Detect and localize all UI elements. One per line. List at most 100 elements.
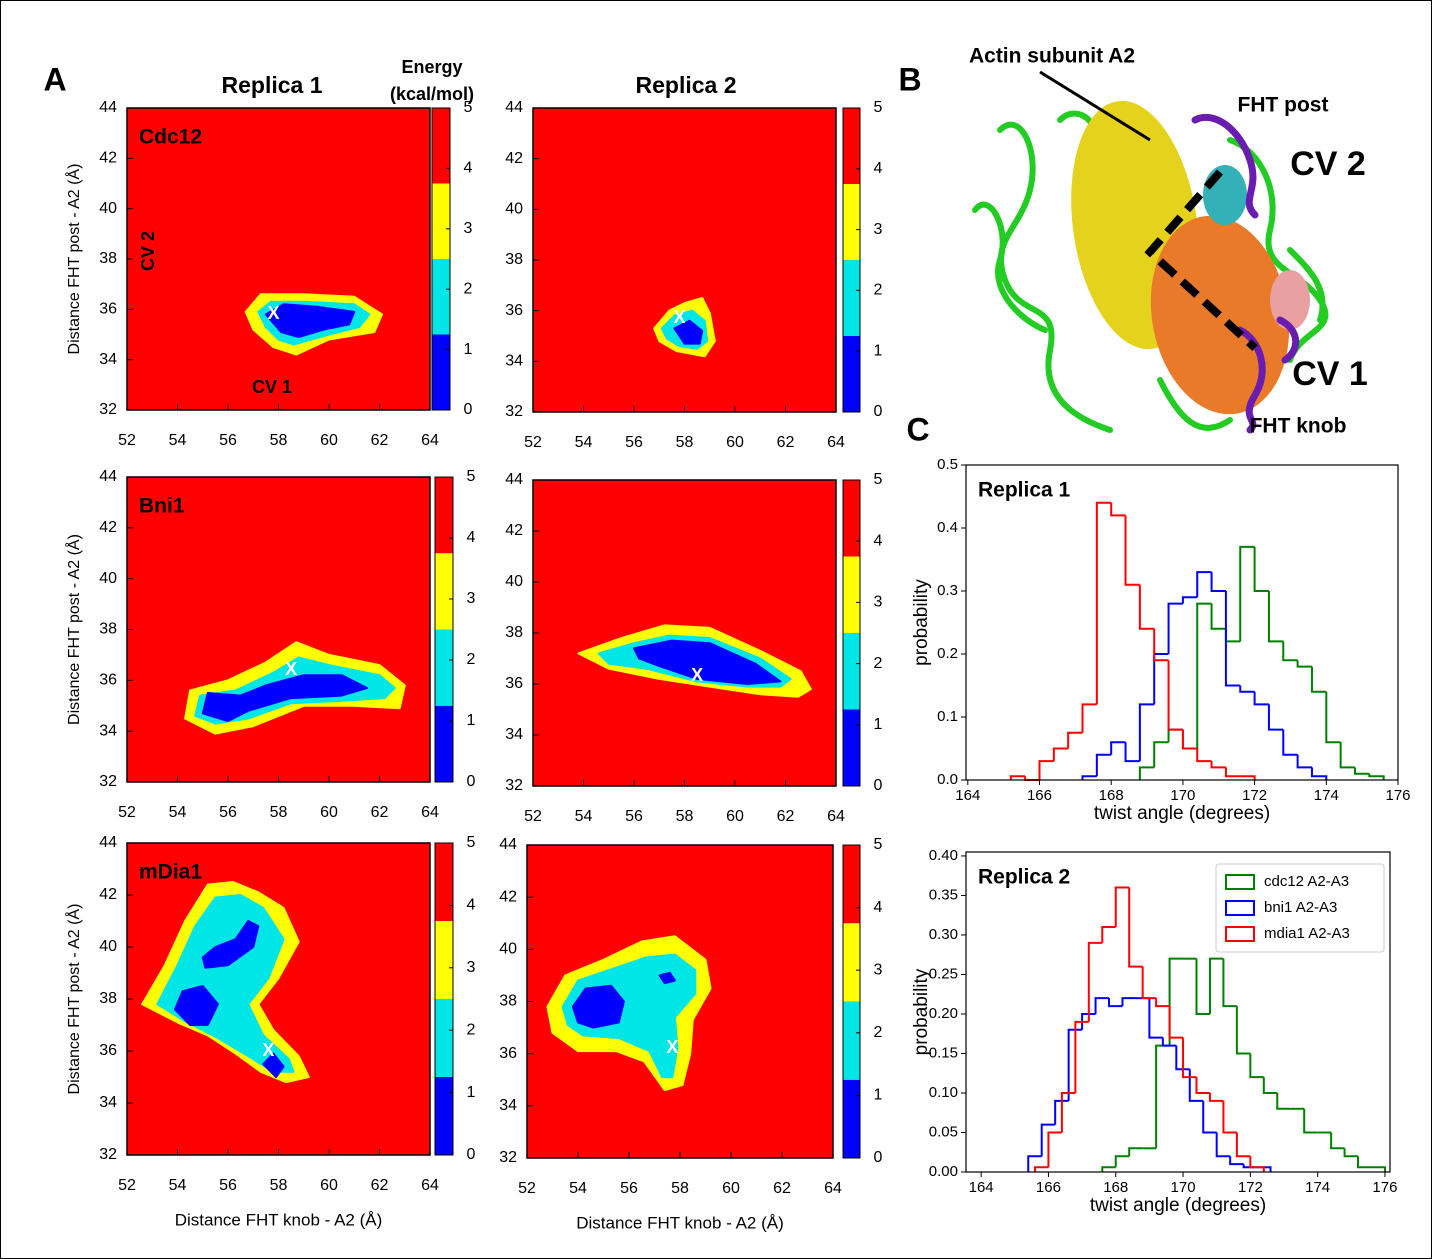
y-tick-label: 36 [99,301,117,318]
histogram-step [1239,545,1255,642]
y-tick-label: 42 [505,522,523,539]
y-axis-label: probability [911,968,932,1055]
histogram-step [1215,1132,1231,1158]
colorbar-tick-label: 2 [467,1021,476,1038]
histogram-step [1095,501,1112,705]
colorbar-tick-label: 3 [467,959,476,976]
x-axis-label: Distance FHT knob - A2 (Å) [576,1213,784,1232]
y-tick-label: 44 [505,99,523,116]
histogram-step [1033,1166,1049,1172]
histogram-step [1282,729,1298,756]
colorbar-band [435,999,453,1077]
histogram-step [1067,1028,1083,1101]
x-tick-label: 62 [371,432,389,449]
x-tick-label: 56 [625,808,643,825]
y-tick-label: 44 [505,471,523,488]
histogram-step [1040,1123,1056,1157]
histogram-step [1196,602,1212,749]
histogram-step [1196,748,1212,763]
y-tick-label: 32 [99,773,117,790]
energy-region [633,639,782,685]
colorbar-band [843,556,860,633]
histogram-step [1330,1132,1345,1150]
y-tick-label: 40 [505,201,523,218]
colorbar-tick-label: 5 [467,468,476,485]
histogram-step [1188,1069,1204,1102]
histogram-step [1208,957,1224,1014]
x-tick-label: 56 [219,432,237,449]
histogram-step [1124,742,1140,763]
histogram-step [1181,596,1198,604]
histogram-step [1357,1156,1372,1169]
colorbar-tick-label: 3 [874,961,883,978]
x-tick-label: 58 [676,808,694,825]
histogram-step [1121,997,1136,1007]
colorbar-frame [842,107,861,413]
histogram-step [1114,1155,1130,1168]
energy-minimum: X [262,1040,274,1060]
colorbar-band [843,1079,860,1158]
y-tick-label: 36 [505,302,523,319]
histogram-step [1094,997,1110,1014]
x-tick-label: 62 [777,434,795,451]
histogram-step [1110,741,1126,755]
colorbar-tick-label: 5 [874,99,883,116]
colorbar-band [432,334,450,410]
y-tick-label: 36 [499,1045,517,1062]
x-tick-label: 60 [726,434,744,451]
histogram-step [1249,1156,1265,1172]
colorbar-tick-label: 0 [874,777,883,794]
legend-swatch [1225,900,1255,916]
colorbar-band [843,336,860,412]
histogram-step [1087,941,1103,1022]
histogram-step [1047,1131,1062,1168]
y-tick-label: 34 [99,1094,117,1111]
histogram-step [1222,958,1237,1008]
histogram-step [1310,767,1328,780]
structure-label: FHT post [1238,94,1329,117]
legend-label: bni1 A2-A3 [1264,899,1337,916]
plot-title: mDia1 [139,861,202,884]
y-tick-label: 44 [499,836,517,853]
y-tick-label: 0.40 [929,847,958,864]
colorbar-tick-label: 2 [874,655,883,672]
colorbar-frame [434,476,454,783]
colorbar-frame [434,842,454,1156]
y-tick-label: 0.3 [937,582,958,599]
histogram-step [1054,1099,1069,1125]
y-tick-label: 34 [99,722,117,739]
histogram-step [1239,685,1255,693]
plot-title: Cdc12 [139,126,202,149]
y-tick-label: 0.00 [929,1163,958,1180]
histogram-step [1038,760,1054,780]
histogram-step [1138,703,1155,762]
y-tick-label: 40 [99,938,117,955]
histogram-step [1353,767,1370,775]
x-tick-label: 52 [524,434,542,451]
y-tick-label: 32 [99,401,117,418]
y-tick-label: 40 [505,573,523,590]
y-tick-label: 34 [505,726,523,743]
colorbar-band [432,183,450,259]
histogram-step [1081,775,1097,780]
x-tick-label: 64 [421,432,439,449]
x-tick-label: 64 [824,1180,842,1197]
y-tick-label: 42 [99,150,117,167]
x-tick-label: 64 [827,808,845,825]
colorbar-tick-label: 1 [467,1084,476,1101]
colorbar-band [843,709,860,786]
histogram-step [1222,1100,1237,1134]
y-tick-label: 34 [505,353,523,370]
x-tick-label: 54 [569,1180,587,1197]
colorbar-tick-label: 1 [874,1087,883,1104]
colorbar-tick-label: 4 [467,529,476,546]
y-tick-label: 38 [99,250,117,267]
panel-letter: A [43,61,66,97]
y-tick-label: 0.0 [937,771,958,788]
y-tick-label: 0.30 [929,926,958,943]
x-tick-label: 52 [118,804,136,821]
x-tick-label: 54 [575,808,593,825]
colorbar-frame [842,844,861,1159]
colorbar-band [435,1077,453,1155]
colorbar-tick-label: 4 [874,160,883,177]
